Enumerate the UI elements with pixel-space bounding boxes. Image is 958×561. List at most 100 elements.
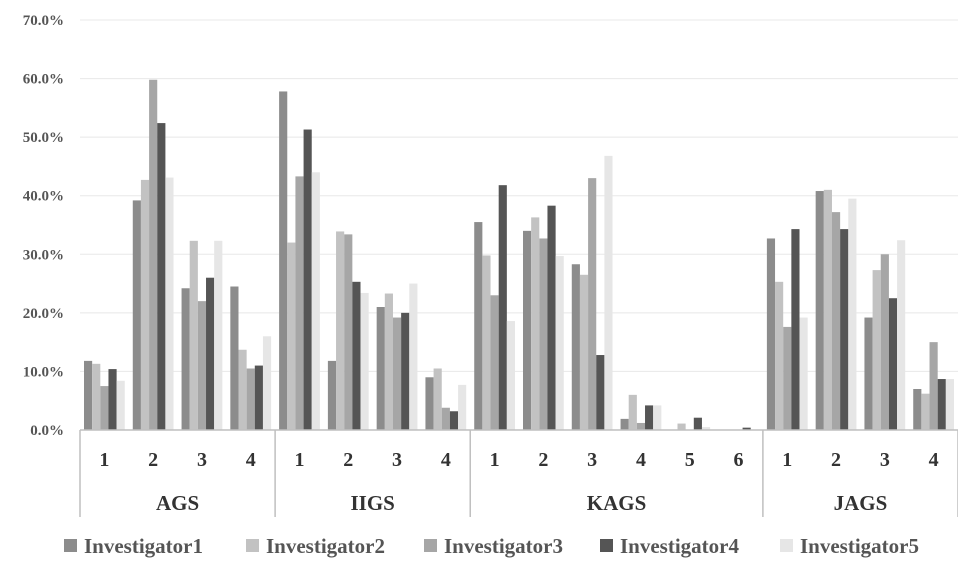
bar-investigator2-ags-3 bbox=[189, 240, 198, 430]
bar-investigator5-ags-1 bbox=[116, 380, 125, 430]
group-label: KAGS bbox=[587, 491, 647, 515]
bar-investigator1-iigs-2 bbox=[327, 360, 337, 430]
bar-investigator1-iigs-3 bbox=[376, 307, 385, 430]
bar-investigator2-kags-5 bbox=[677, 423, 686, 430]
bar-investigator5-ags-4 bbox=[262, 336, 272, 430]
bar-investigator4-jags-1 bbox=[791, 229, 800, 430]
legend-swatch bbox=[600, 539, 613, 552]
legend-label: Investigator2 bbox=[266, 534, 385, 558]
bar-investigator4-iigs-1 bbox=[303, 129, 312, 430]
x-tick-label: 4 bbox=[246, 449, 256, 471]
bar-investigator5-kags-3 bbox=[604, 155, 613, 430]
bar-investigator4-ags-1 bbox=[108, 369, 117, 430]
bar-investigator5-kags-2 bbox=[555, 256, 564, 430]
y-tick-label: 40.0% bbox=[23, 189, 64, 205]
x-tick-label: 4 bbox=[636, 449, 646, 471]
bar-investigator3-ags-4 bbox=[246, 368, 255, 430]
bar-investigator3-jags-3 bbox=[880, 254, 889, 430]
x-tick-label: 3 bbox=[392, 449, 402, 471]
bar-investigator1-iigs-1 bbox=[279, 91, 288, 430]
bar-investigator5-kags-5 bbox=[701, 427, 711, 430]
x-tick-label: 6 bbox=[734, 449, 744, 471]
bar-investigator2-jags-3 bbox=[872, 270, 881, 430]
x-tick-label: 3 bbox=[880, 449, 890, 471]
bar-investigator3-jags-4 bbox=[929, 342, 938, 430]
bar-investigator1-jags-2 bbox=[815, 191, 824, 430]
bar-investigator4-kags-5 bbox=[693, 417, 702, 430]
bar-investigator3-ags-3 bbox=[197, 301, 207, 430]
x-tick-label: 4 bbox=[441, 449, 451, 471]
bar-investigator1-kags-2 bbox=[523, 230, 532, 430]
x-tick-label: 2 bbox=[148, 449, 158, 471]
y-tick-label: 20.0% bbox=[23, 306, 64, 322]
x-tick-label: 5 bbox=[685, 449, 695, 471]
bar-investigator5-jags-1 bbox=[799, 317, 808, 430]
x-axis-ticks: 1 2 3 4 1 2 3 4 1 2 3 4 5 6 1 2 3 4 bbox=[99, 449, 938, 471]
legend: Investigator1 Investigator2 Investigator3 I… bbox=[64, 534, 919, 558]
bar-investigator3-iigs-3 bbox=[392, 317, 402, 430]
bar-investigator3-ags-2 bbox=[149, 79, 158, 430]
bar-investigator2-jags-4 bbox=[921, 393, 930, 430]
bar-investigator5-jags-4 bbox=[945, 379, 954, 430]
bar-investigator5-iigs-4 bbox=[458, 384, 467, 430]
x-tick-label: 1 bbox=[782, 449, 792, 471]
bar-investigator4-ags-2 bbox=[157, 123, 166, 430]
bar-investigator1-kags-4 bbox=[620, 418, 629, 430]
bar-investigator1-ags-2 bbox=[132, 200, 141, 430]
bar-investigator2-ags-4 bbox=[238, 349, 247, 430]
bar-investigator1-iigs-4 bbox=[425, 377, 434, 430]
bar-investigator1-jags-1 bbox=[766, 238, 776, 430]
x-tick-label: 1 bbox=[295, 449, 305, 471]
bar-investigator5-jags-3 bbox=[897, 240, 906, 430]
bar-investigator2-iigs-3 bbox=[384, 293, 393, 430]
bar-investigator2-iigs-1 bbox=[287, 242, 296, 430]
x-tick-label: 3 bbox=[587, 449, 597, 471]
group-label: IIGS bbox=[350, 491, 394, 515]
legend-swatch bbox=[246, 539, 259, 552]
bar-investigator5-jags-2 bbox=[848, 198, 857, 430]
bar-investigator4-kags-1 bbox=[498, 185, 507, 430]
x-tick-label: 2 bbox=[343, 449, 353, 471]
x-tick-label: 1 bbox=[99, 449, 109, 471]
y-tick-label: 0.0% bbox=[30, 423, 64, 439]
bar-investigator3-jags-2 bbox=[831, 212, 841, 430]
legend-label: Investigator4 bbox=[620, 534, 739, 558]
legend-label: Investigator1 bbox=[84, 534, 203, 558]
x-tick-label: 2 bbox=[538, 449, 548, 471]
bar-investigator4-kags-6 bbox=[742, 427, 751, 430]
grid-lines bbox=[80, 19, 958, 372]
legend-label: Investigator3 bbox=[444, 534, 563, 558]
bar-investigator4-jags-4 bbox=[937, 379, 946, 430]
bar-investigator4-kags-4 bbox=[645, 405, 654, 430]
bars bbox=[84, 79, 954, 431]
bar-investigator5-iigs-3 bbox=[409, 283, 418, 430]
bar-investigator5-ags-2 bbox=[165, 177, 174, 430]
bar-investigator4-iigs-4 bbox=[449, 411, 459, 430]
y-tick-label: 60.0% bbox=[23, 72, 64, 88]
bar-investigator5-iigs-1 bbox=[311, 172, 320, 431]
x-tick-label: 2 bbox=[831, 449, 841, 471]
bar-investigator2-ags-2 bbox=[140, 179, 150, 430]
bar-investigator4-ags-3 bbox=[206, 277, 215, 430]
bar-investigator3-kags-1 bbox=[490, 295, 499, 430]
bar-investigator5-kags-1 bbox=[506, 321, 515, 430]
bar-investigator4-jags-3 bbox=[888, 298, 898, 430]
y-axis-ticks: 0.0% 10.0% 20.0% 30.0% 40.0% 50.0% 60.0% 70.0% bbox=[23, 13, 64, 439]
bar-investigator1-ags-4 bbox=[230, 286, 239, 430]
bar-investigator2-iigs-4 bbox=[433, 368, 442, 430]
bar-investigator3-kags-4 bbox=[636, 422, 646, 430]
bar-investigator1-ags-1 bbox=[84, 360, 93, 430]
x-tick-label: 4 bbox=[929, 449, 939, 471]
bar-investigator3-kags-2 bbox=[539, 238, 548, 430]
bar-investigator4-jags-2 bbox=[840, 229, 849, 430]
bar-investigator5-ags-3 bbox=[214, 240, 223, 430]
bar-investigator4-iigs-2 bbox=[352, 281, 361, 430]
y-tick-label: 10.0% bbox=[23, 364, 64, 380]
legend-label: Investigator5 bbox=[800, 534, 919, 558]
y-tick-label: 30.0% bbox=[23, 247, 64, 263]
bar-investigator2-iigs-2 bbox=[336, 231, 345, 430]
bar-investigator3-ags-1 bbox=[100, 386, 109, 430]
bar-investigator4-kags-2 bbox=[547, 205, 556, 430]
y-tick-label: 50.0% bbox=[23, 130, 64, 146]
